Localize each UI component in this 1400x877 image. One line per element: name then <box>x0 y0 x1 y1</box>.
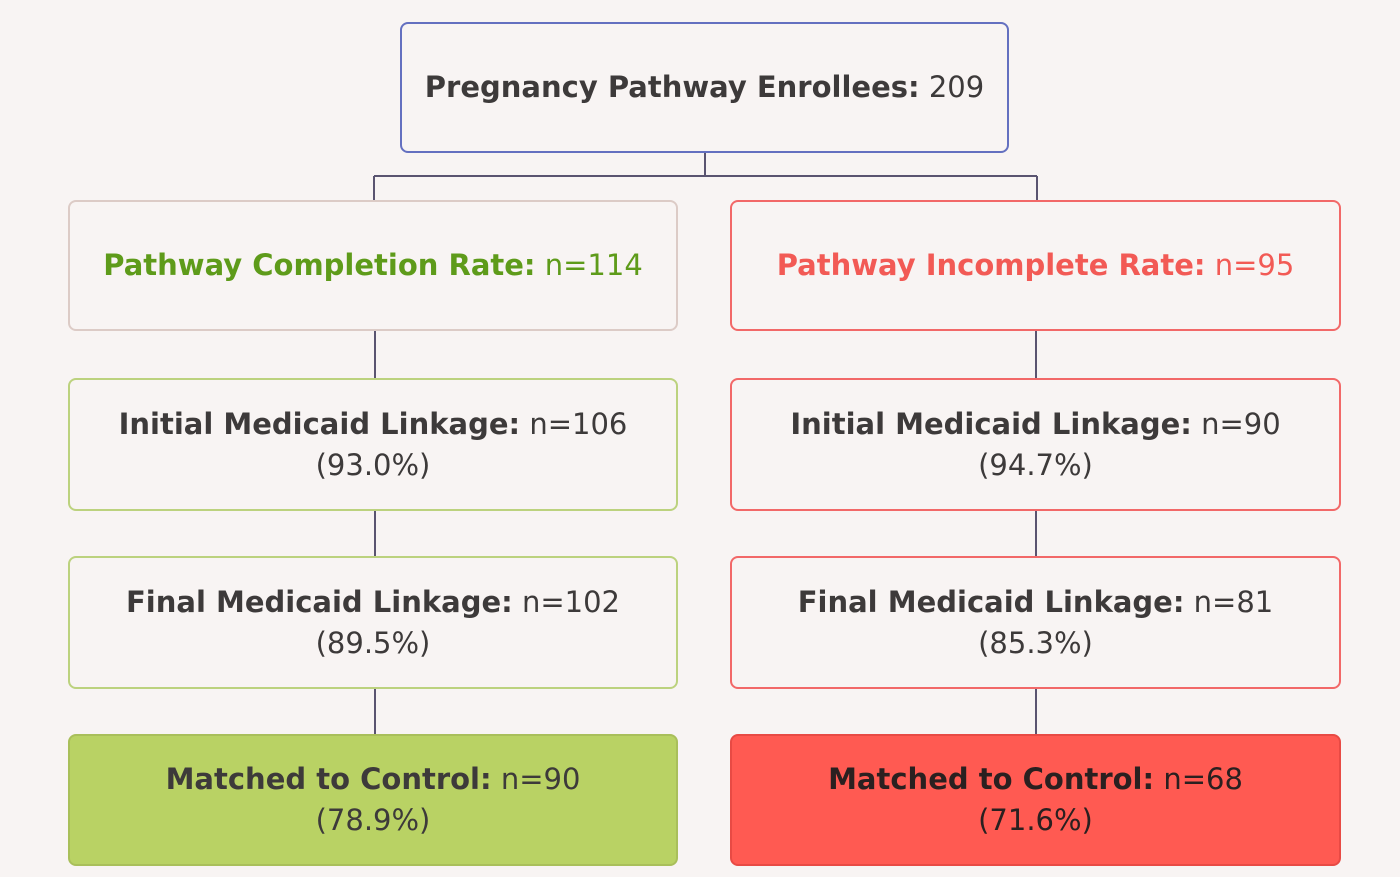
flow-node: Pathway Completion Rate: n=114 <box>68 200 678 331</box>
node-label: Initial Medicaid Linkage: <box>790 406 1192 441</box>
node-text: Initial Medicaid Linkage: n=90 <box>790 404 1280 445</box>
node-text: Final Medicaid Linkage: n=102 <box>126 582 620 623</box>
node-label: Pathway Completion Rate: <box>103 248 536 283</box>
node-label: Initial Medicaid Linkage: <box>118 406 521 441</box>
flow-node: Initial Medicaid Linkage: n=90 (94.7%) <box>730 378 1341 511</box>
flow-node: Matched to Control: n=90 (78.9%) <box>68 734 678 866</box>
flow-node: Pathway Incomplete Rate: n=95 <box>730 200 1341 331</box>
node-value: n=114 <box>544 248 643 283</box>
node-value: n=106 <box>529 406 628 441</box>
node-label: Pathway Incomplete Rate: <box>776 248 1206 283</box>
node-percent: (94.7%) <box>978 447 1093 482</box>
node-text: Matched to Control: n=90 <box>166 759 581 800</box>
node-percent: (93.0%) <box>315 447 431 482</box>
top-node: Pregnancy Pathway Enrollees: 209 <box>400 22 1009 153</box>
node-text: Initial Medicaid Linkage: n=106 <box>119 404 628 445</box>
node-value: n=95 <box>1214 248 1295 283</box>
node-text: Matched to Control: n=68 <box>828 759 1243 800</box>
node-value: 209 <box>928 70 985 105</box>
node-label: Pregnancy Pathway Enrollees: <box>424 70 920 105</box>
node-value: n=102 <box>521 584 620 619</box>
flow-node: Matched to Control: n=68 (71.6%) <box>730 734 1341 866</box>
flow-node: Final Medicaid Linkage: n=102 (89.5%) <box>68 556 678 689</box>
node-percent: (78.9%) <box>315 803 431 837</box>
node-label: Matched to Control: <box>828 762 1155 797</box>
node-value: n=68 <box>1163 762 1243 797</box>
node-text: Pathway Completion Rate: n=114 <box>103 245 643 286</box>
node-value: n=90 <box>1201 406 1281 441</box>
node-value: n=90 <box>500 762 581 797</box>
flow-node: Final Medicaid Linkage: n=81 (85.3%) <box>730 556 1341 689</box>
node-text: Pathway Incomplete Rate: n=95 <box>777 245 1295 286</box>
node-label: Final Medicaid Linkage: <box>797 584 1185 619</box>
node-label: Final Medicaid Linkage: <box>126 584 513 619</box>
node-text: Pregnancy Pathway Enrollees: 209 <box>425 67 984 108</box>
node-percent: (71.6%) <box>978 803 1093 837</box>
node-percent: (85.3%) <box>978 625 1093 660</box>
node-percent: (89.5%) <box>315 625 431 660</box>
flow-node: Initial Medicaid Linkage: n=106 (93.0%) <box>68 378 678 511</box>
node-value: n=81 <box>1193 584 1274 619</box>
node-label: Matched to Control: <box>165 762 492 797</box>
branch-connector <box>373 153 1038 200</box>
node-text: Final Medicaid Linkage: n=81 <box>798 582 1274 623</box>
